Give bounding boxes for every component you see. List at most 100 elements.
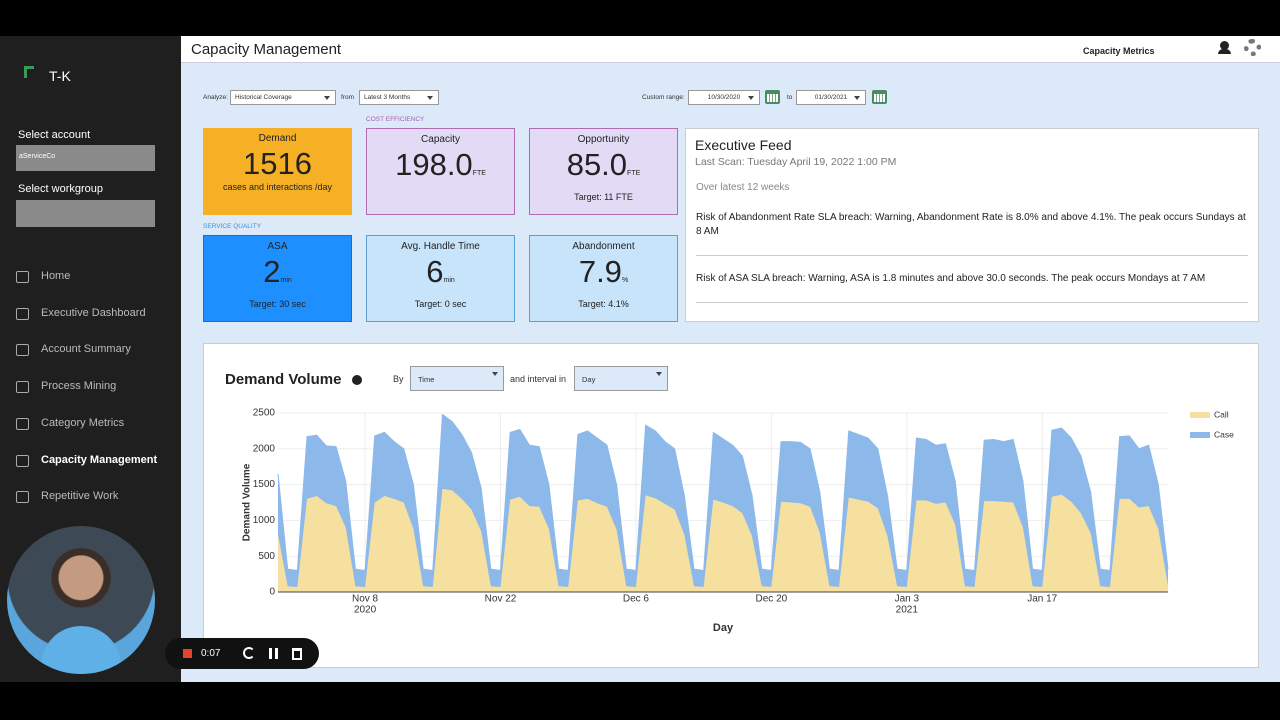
kpi-value: 6 [426,254,444,289]
kpi-note: Target: 30 sec [249,299,306,309]
recorder: 0:07 [165,638,319,669]
pause-button[interactable] [269,648,278,659]
kpi-card[interactable]: Avg. Handle Time 6min Target: 0 sec [366,235,515,322]
period: Over latest 12 weeks [696,182,790,193]
stop-button[interactable] [183,649,192,658]
by-label: By [393,374,404,384]
section-label: SERVICE QUALITY [203,223,262,230]
from-label: from [341,94,354,101]
kpi-value: 2 [263,254,281,289]
legend-label[interactable]: Call [1214,409,1229,419]
account-select[interactable]: aServiceCo [16,145,155,171]
sidebar: T-K Select account aServiceCo Select wor… [0,36,181,682]
kpi-value-row: 6min [367,254,514,299]
kpi-value-row: 7.9% [530,254,677,299]
kpi-unit: min [443,277,455,284]
nav-item[interactable]: Category Metrics [41,416,125,429]
feed-item: Risk of ASA SLA breach: Warning, ASA is … [696,273,1206,284]
divider [696,302,1248,303]
workgroup-select[interactable] [16,200,155,227]
nav-item[interactable]: Repetitive Work [41,490,119,503]
kpi-value-row: 2min [204,254,351,299]
info-icon[interactable] [352,375,362,385]
x-tick-label: Nov 8 [352,594,379,605]
to-label: to [787,94,793,101]
feed-item: Risk of Abandonment Rate SLA breach: War… [696,212,1246,237]
x-tick-year: 2021 [896,605,919,616]
x-tick-label: Jan 17 [1027,594,1057,605]
nav-item[interactable]: Process Mining [41,380,117,393]
y-tick-label: 0 [269,587,275,598]
x-tick-label: Dec 20 [756,594,788,605]
kpi-value: 198.0 [395,147,473,182]
nav-item[interactable]: Home [41,270,71,282]
legend-label[interactable]: Case [1214,429,1234,439]
nav-item[interactable]: Executive Dashboard [41,306,146,319]
nav-icon [16,491,29,504]
header: Capacity Management Capacity Metrics [181,36,1280,63]
record-time: 0:07 [201,648,221,659]
kpi-value-row: 85.0FTE [530,147,677,192]
legend-swatch [1190,432,1210,438]
settings-icon[interactable] [1244,39,1261,56]
nav-item[interactable]: Account Summary [41,343,131,356]
kpi-card[interactable]: Opportunity 85.0FTE Target: 11 FTE [529,128,678,215]
analyze-select[interactable]: Historical Coverage [230,90,336,105]
y-tick-label: 1000 [253,515,276,526]
kpi-card[interactable]: Abandonment 7.9% Target: 4.1% [529,235,678,322]
kpi-label: ASA [267,241,288,252]
workgroup-label: Select workgroup [18,183,103,195]
kpi-label: Demand [258,133,297,144]
kpi-note: cases and interactions /day [222,182,333,192]
kpi-label: Opportunity [577,134,630,145]
x-tick-label: Jan 3 [895,594,920,605]
kpi-note: Target: 4.1% [578,299,629,309]
delete-button[interactable] [292,648,302,660]
by-select[interactable]: Time [410,366,504,391]
nav-item[interactable]: Capacity Management [41,453,158,466]
kpi-label: Abandonment [572,241,635,252]
interval-select[interactable]: Day [574,366,668,391]
kpi-value: 7.9 [578,254,622,289]
y-tick-label: 2000 [253,443,276,454]
feed-title: Executive Feed [695,137,792,153]
y-tick-label: 500 [258,551,275,562]
interval-label: and interval in [510,374,567,384]
kpi-note: Target: 0 sec [414,299,467,309]
logo: T-K [49,68,71,84]
nav-icon [16,344,29,357]
kpi-card[interactable]: Capacity 198.0FTE [366,128,515,215]
tab[interactable]: Capacity Metrics [1083,46,1155,56]
kpi-value: 85.0 [566,147,628,182]
range-start[interactable]: 10/30/2020 [688,90,760,105]
from-select[interactable]: Latest 3 Months [359,90,439,105]
kpi-unit: min [280,277,292,284]
calendar-icon[interactable] [765,90,780,104]
calendar-icon[interactable] [872,90,887,104]
analyze-label: Analyze: [203,94,228,101]
kpi-card[interactable]: Demand 1516 cases and interactions /day [203,128,352,215]
nav-icon [16,454,29,467]
range-end[interactable]: 01/30/2021 [796,90,866,105]
panel-title: Demand Volume [225,371,342,388]
undo-button[interactable] [243,647,255,659]
feed: Executive Feed Last Scan: Tuesday April … [685,128,1259,322]
last-scan: Last Scan: Tuesday April 19, 2022 1:00 P… [695,156,897,168]
legend-swatch [1190,412,1210,418]
webcam [7,526,155,674]
kpi-card[interactable]: ASA 2min Target: 30 sec [203,235,352,322]
y-axis-title: Demand Volume [242,463,253,541]
kpi-value-row: 1516 [203,146,352,182]
kpi-unit: FTE [627,170,641,177]
logo-icon [24,66,34,78]
x-axis-title: Day [713,622,734,634]
kpi-label: Capacity [421,134,460,145]
x-tick-label: Dec 6 [623,594,650,605]
area-edge [277,413,1169,572]
y-tick-label: 1500 [253,479,276,490]
range-label: Custom range: [642,94,685,101]
divider [696,255,1248,256]
account-label: Select account [18,129,91,141]
user-icon[interactable] [1220,41,1229,50]
